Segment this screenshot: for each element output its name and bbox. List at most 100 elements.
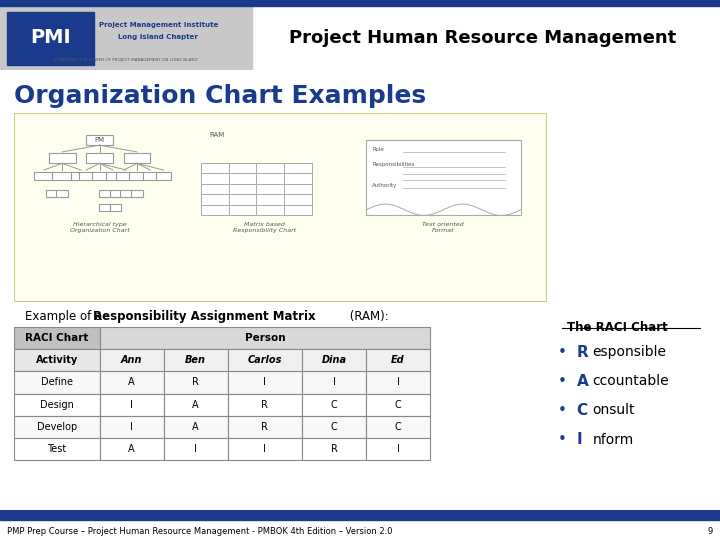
- Bar: [99, 394, 163, 416]
- Bar: [228, 349, 302, 372]
- Text: PM: PM: [94, 137, 104, 143]
- Bar: [131, 190, 143, 197]
- Bar: [163, 394, 228, 416]
- Text: •: •: [557, 345, 567, 360]
- Text: Authority: Authority: [372, 183, 398, 188]
- Bar: [366, 394, 430, 416]
- Bar: [228, 184, 256, 194]
- Bar: [99, 372, 163, 394]
- Text: Long Island Chapter: Long Island Chapter: [119, 33, 198, 39]
- Bar: [86, 134, 113, 145]
- Text: I: I: [577, 432, 582, 447]
- Text: A: A: [577, 374, 588, 389]
- Text: I: I: [397, 444, 400, 454]
- Text: PMP Prep Course – Project Human Resource Management - PMBOK 4th Edition – Versio: PMP Prep Course – Project Human Resource…: [7, 527, 392, 536]
- Text: Responsibilities: Responsibilities: [372, 162, 415, 167]
- Bar: [302, 416, 366, 438]
- Bar: [14, 416, 99, 438]
- Text: Develop: Develop: [37, 422, 77, 432]
- Text: C: C: [330, 422, 338, 432]
- Bar: [228, 205, 256, 215]
- Bar: [0, 5, 252, 70]
- Text: R: R: [330, 444, 338, 454]
- Bar: [302, 394, 366, 416]
- Bar: [228, 163, 256, 173]
- Text: R: R: [261, 422, 269, 432]
- Text: I: I: [130, 400, 133, 410]
- Bar: [99, 327, 430, 349]
- Bar: [14, 394, 99, 416]
- Text: Responsibility Assignment Matrix: Responsibility Assignment Matrix: [94, 310, 316, 323]
- Text: 9: 9: [708, 527, 713, 536]
- Bar: [201, 163, 228, 173]
- Bar: [163, 372, 228, 394]
- Bar: [86, 153, 113, 163]
- Text: Ben: Ben: [185, 355, 206, 365]
- Text: R: R: [577, 345, 588, 360]
- Text: Project Management Institute: Project Management Institute: [99, 22, 218, 28]
- Bar: [228, 194, 256, 205]
- Bar: [99, 349, 163, 372]
- Text: A: A: [128, 444, 135, 454]
- Bar: [0, 0, 720, 5]
- Bar: [156, 172, 171, 180]
- Bar: [228, 416, 302, 438]
- Text: RAM: RAM: [210, 132, 225, 138]
- Bar: [366, 140, 521, 215]
- Bar: [284, 205, 312, 215]
- Text: Ed: Ed: [391, 355, 405, 365]
- Text: C: C: [395, 422, 401, 432]
- Bar: [14, 327, 99, 349]
- Bar: [109, 205, 122, 211]
- Text: Dina: Dina: [322, 355, 346, 365]
- Bar: [366, 438, 430, 460]
- Text: Carlos: Carlos: [248, 355, 282, 365]
- Text: RACI Chart: RACI Chart: [25, 333, 89, 343]
- Text: C: C: [330, 400, 338, 410]
- Bar: [124, 153, 150, 163]
- Bar: [228, 438, 302, 460]
- Text: I: I: [264, 377, 266, 387]
- Bar: [0, 510, 720, 520]
- Bar: [366, 416, 430, 438]
- Bar: [366, 372, 430, 394]
- Bar: [7, 12, 94, 65]
- Bar: [53, 172, 73, 180]
- Bar: [92, 172, 107, 180]
- Text: Test: Test: [48, 444, 67, 454]
- Bar: [302, 372, 366, 394]
- Bar: [99, 438, 163, 460]
- Bar: [284, 173, 312, 184]
- Text: ccountable: ccountable: [593, 374, 669, 388]
- Text: Person: Person: [245, 333, 285, 343]
- Text: A: A: [192, 400, 199, 410]
- Bar: [143, 172, 158, 180]
- Bar: [228, 394, 302, 416]
- Bar: [228, 372, 302, 394]
- Text: Text oriented
Format: Text oriented Format: [423, 222, 464, 233]
- Text: PMI: PMI: [30, 29, 71, 48]
- Bar: [14, 349, 99, 372]
- Bar: [201, 173, 228, 184]
- Bar: [109, 190, 122, 197]
- Text: Project Human Resource Management: Project Human Resource Management: [289, 29, 676, 47]
- Text: I: I: [333, 377, 336, 387]
- Text: •: •: [557, 374, 567, 389]
- Bar: [256, 194, 284, 205]
- Text: Example of a: Example of a: [25, 310, 106, 323]
- Bar: [71, 172, 91, 180]
- Text: Role: Role: [372, 147, 384, 152]
- Bar: [302, 438, 366, 460]
- Bar: [34, 172, 54, 180]
- Bar: [99, 416, 163, 438]
- Bar: [163, 349, 228, 372]
- Bar: [302, 349, 366, 372]
- Text: nform: nform: [593, 433, 634, 447]
- Bar: [14, 372, 99, 394]
- Bar: [256, 184, 284, 194]
- Text: I: I: [264, 444, 266, 454]
- Bar: [256, 163, 284, 173]
- Text: I: I: [397, 377, 400, 387]
- Text: onsult: onsult: [593, 403, 635, 417]
- Bar: [79, 172, 94, 180]
